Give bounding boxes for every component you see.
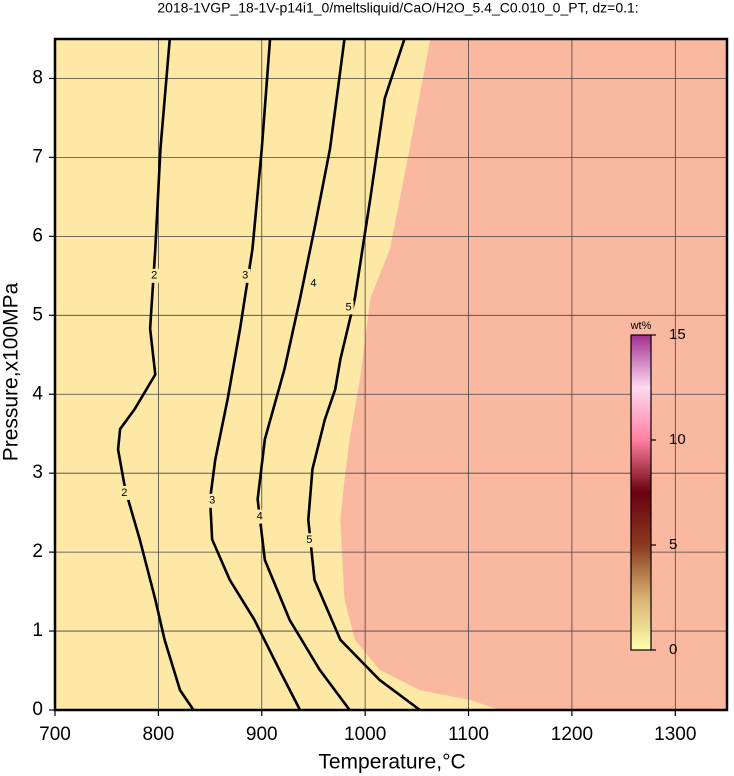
contour-label-bg	[343, 300, 354, 315]
x-tick-label: 700	[39, 724, 71, 745]
contour-label: 5	[346, 301, 352, 313]
contour-label: 2	[151, 270, 157, 282]
y-tick-label: 2	[32, 541, 43, 562]
colorbar-tick-label: 0	[669, 641, 677, 658]
y-tick-label: 6	[32, 225, 43, 246]
contour-label-bg	[207, 493, 218, 508]
colorbar-label: wt%	[630, 320, 652, 332]
y-tick-label: 5	[32, 304, 43, 325]
chart-title: 2018-1VGP_18-1V-p14i1_0/meltsliquid/CaO/…	[157, 0, 638, 16]
contour-label-bg	[308, 276, 319, 291]
contour-line	[256, 39, 351, 710]
x-tick-label: 800	[143, 724, 175, 745]
contour-label: 3	[242, 270, 248, 282]
contour-label-bg	[119, 485, 130, 500]
y-tick-label: 0	[32, 699, 43, 720]
x-tick-label: 1200	[551, 724, 593, 745]
y-axis-label: Pressure,x100MPa	[0, 282, 23, 461]
colorbar-tick-label: 10	[669, 431, 686, 448]
x-tick-label: 900	[246, 724, 278, 745]
x-axis-label: Temperature,°C	[318, 751, 465, 774]
contour-line	[208, 39, 302, 710]
y-tick-label: 7	[32, 146, 43, 167]
y-tick-label: 4	[32, 383, 43, 404]
colorbar	[630, 334, 652, 651]
contour-label-bg	[149, 268, 160, 283]
colorbar-tick-label: 5	[669, 536, 677, 553]
contour-label: 2	[121, 487, 127, 499]
colorbar-tick-label: 15	[669, 326, 686, 343]
contour-line	[306, 39, 421, 710]
contour-label-bg	[304, 533, 315, 548]
y-tick-label: 3	[32, 462, 43, 483]
region-low	[55, 39, 500, 710]
x-tick-label: 1100	[448, 724, 489, 745]
x-tick-label: 1000	[344, 724, 386, 745]
y-tick-label: 1	[32, 620, 43, 641]
contour-label: 5	[306, 534, 312, 546]
contour-line	[116, 39, 195, 710]
x-tick-label: 1300	[654, 724, 696, 745]
contour-label: 3	[209, 495, 215, 507]
frame	[53, 37, 729, 712]
contour-label-bg	[240, 268, 251, 283]
contour-label-bg	[254, 509, 265, 524]
y-tick-label: 8	[32, 67, 43, 88]
contour-label: 4	[310, 278, 316, 290]
contour-label: 4	[257, 511, 263, 523]
